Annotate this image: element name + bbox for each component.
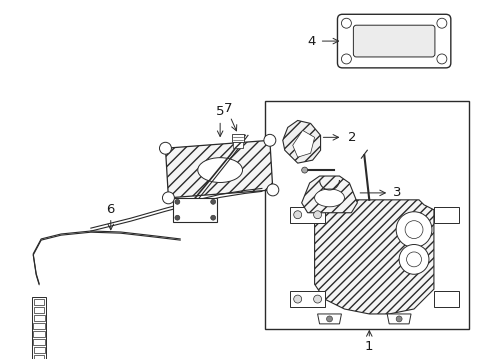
Polygon shape	[34, 299, 44, 305]
Circle shape	[294, 295, 302, 303]
Polygon shape	[434, 291, 459, 307]
Circle shape	[267, 184, 279, 196]
Circle shape	[437, 18, 447, 28]
FancyBboxPatch shape	[338, 14, 451, 68]
Text: 4: 4	[307, 35, 316, 48]
Polygon shape	[33, 339, 45, 345]
Circle shape	[396, 212, 432, 247]
Text: 7: 7	[224, 102, 232, 115]
Circle shape	[314, 211, 321, 219]
Text: 5: 5	[216, 105, 224, 118]
Polygon shape	[232, 134, 244, 142]
Circle shape	[342, 18, 351, 28]
Circle shape	[437, 54, 447, 64]
Circle shape	[175, 199, 180, 204]
Polygon shape	[34, 355, 45, 360]
Polygon shape	[33, 323, 45, 329]
Polygon shape	[318, 314, 342, 324]
Circle shape	[399, 244, 429, 274]
Circle shape	[396, 316, 402, 322]
Polygon shape	[434, 207, 459, 223]
Polygon shape	[33, 331, 45, 337]
Circle shape	[175, 215, 180, 220]
Polygon shape	[283, 121, 320, 163]
Ellipse shape	[315, 189, 344, 207]
Polygon shape	[34, 307, 45, 313]
Bar	[265, 100, 469, 329]
Polygon shape	[166, 140, 273, 198]
Circle shape	[342, 54, 351, 64]
Polygon shape	[387, 314, 411, 324]
Text: 1: 1	[365, 340, 373, 353]
Polygon shape	[233, 142, 243, 148]
Polygon shape	[293, 130, 315, 157]
Polygon shape	[302, 176, 357, 213]
Circle shape	[326, 316, 333, 322]
Circle shape	[211, 199, 216, 204]
Polygon shape	[34, 347, 45, 353]
Text: 6: 6	[107, 203, 115, 216]
Polygon shape	[290, 291, 324, 307]
Circle shape	[302, 167, 308, 173]
Polygon shape	[32, 297, 46, 360]
Ellipse shape	[198, 158, 243, 183]
Circle shape	[211, 215, 216, 220]
Text: 3: 3	[393, 186, 401, 199]
Text: 2: 2	[348, 131, 357, 144]
Polygon shape	[315, 200, 434, 314]
Circle shape	[163, 192, 174, 204]
Circle shape	[314, 295, 321, 303]
Circle shape	[264, 134, 276, 146]
Polygon shape	[173, 198, 217, 222]
Polygon shape	[34, 315, 45, 321]
Circle shape	[159, 142, 171, 154]
FancyBboxPatch shape	[353, 25, 435, 57]
Polygon shape	[290, 207, 324, 223]
Circle shape	[294, 211, 302, 219]
